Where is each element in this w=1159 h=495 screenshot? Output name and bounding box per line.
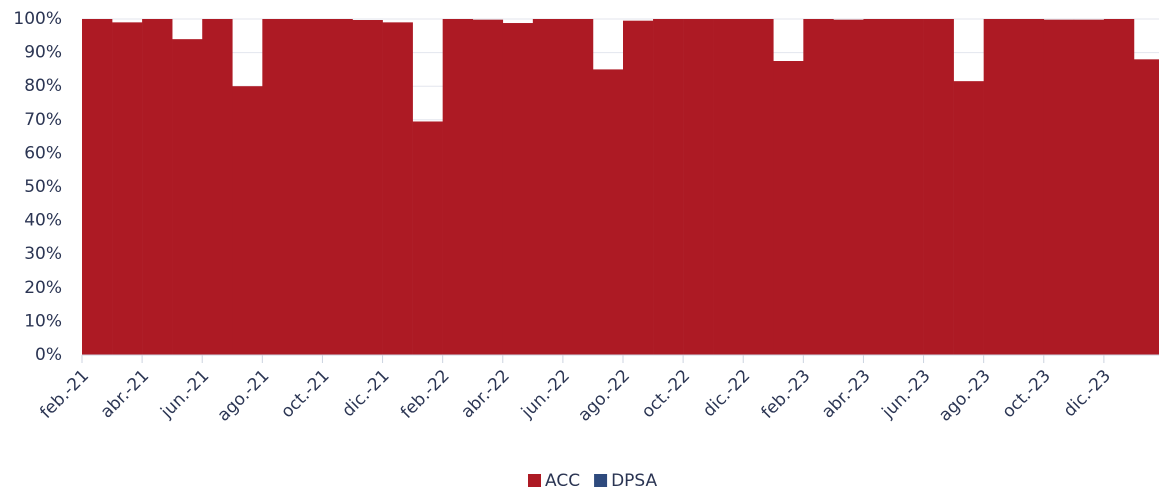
- bar: [562, 19, 594, 355]
- x-tick-label: feb.-22: [397, 366, 454, 423]
- y-tick-label: 0%: [35, 345, 62, 365]
- bar: [532, 19, 564, 355]
- x-tick-label: abr.-21: [97, 366, 153, 422]
- bar: [983, 19, 1015, 355]
- y-tick-label: 20%: [24, 278, 62, 298]
- bar: [592, 69, 624, 356]
- y-tick-label: 100%: [13, 9, 62, 29]
- x-tick-label: dic.-22: [699, 366, 754, 421]
- bar: [623, 20, 654, 356]
- bar: [1073, 19, 1105, 356]
- legend-label: ACC: [545, 471, 580, 491]
- bar: [803, 19, 834, 355]
- legend-swatch: [528, 474, 541, 487]
- x-tick-label: feb.-21: [36, 366, 93, 423]
- bar: [502, 23, 534, 355]
- bar: [82, 19, 113, 355]
- bar: [112, 22, 143, 356]
- bar: [172, 39, 203, 355]
- x-tick-label: abr.-23: [818, 366, 874, 422]
- bar: [743, 19, 774, 355]
- x-tick-label: oct.-23: [999, 366, 1055, 422]
- y-tick-label: 60%: [24, 143, 62, 163]
- bar: [382, 22, 413, 356]
- y-tick-label: 80%: [24, 76, 62, 96]
- legend-label: DPSA: [611, 471, 657, 491]
- bar: [1013, 19, 1045, 355]
- bar: [202, 19, 233, 355]
- bar: [412, 121, 443, 355]
- bar: [653, 19, 684, 355]
- x-tick-label: dic.-23: [1060, 366, 1115, 421]
- bar: [893, 19, 924, 355]
- bar: [142, 19, 173, 355]
- bar: [863, 19, 894, 355]
- x-tick-label: abr.-22: [457, 366, 513, 422]
- x-tick-label: jun.-22: [517, 366, 574, 423]
- bar: [683, 19, 714, 355]
- x-tick-label: dic.-21: [338, 366, 393, 421]
- x-tick-label: jun.-21: [156, 366, 213, 423]
- y-tick-label: 30%: [24, 244, 62, 264]
- bar: [923, 19, 954, 355]
- y-tick-label: 70%: [24, 110, 62, 130]
- y-tick-label: 10%: [24, 311, 62, 331]
- x-tick-label: ago.-23: [935, 366, 995, 426]
- bar: [292, 19, 323, 355]
- x-tick-label: jun.-23: [878, 366, 935, 423]
- x-tick-label: ago.-22: [574, 366, 634, 426]
- bar: [953, 81, 984, 355]
- bar: [713, 19, 744, 355]
- bar: [322, 19, 353, 355]
- bar: [352, 20, 383, 356]
- bar: [262, 19, 293, 355]
- x-tick-label: oct.-22: [638, 366, 694, 422]
- bar: [833, 19, 864, 356]
- y-tick-label: 40%: [24, 211, 62, 231]
- bar: [442, 19, 474, 355]
- x-tick-label: feb.-23: [758, 366, 815, 423]
- y-tick-label: 50%: [24, 177, 62, 197]
- bar: [773, 61, 804, 355]
- legend: ACC DPSA: [528, 471, 658, 491]
- bar: [1133, 59, 1159, 355]
- x-tick-label: ago.-21: [214, 366, 274, 426]
- bar: [1103, 19, 1135, 355]
- legend-swatch: [594, 474, 608, 487]
- bar: [1043, 19, 1075, 356]
- bar: [472, 19, 504, 356]
- x-tick-label: oct.-21: [277, 366, 333, 422]
- y-tick-label: 90%: [24, 43, 62, 63]
- bar: [232, 86, 263, 355]
